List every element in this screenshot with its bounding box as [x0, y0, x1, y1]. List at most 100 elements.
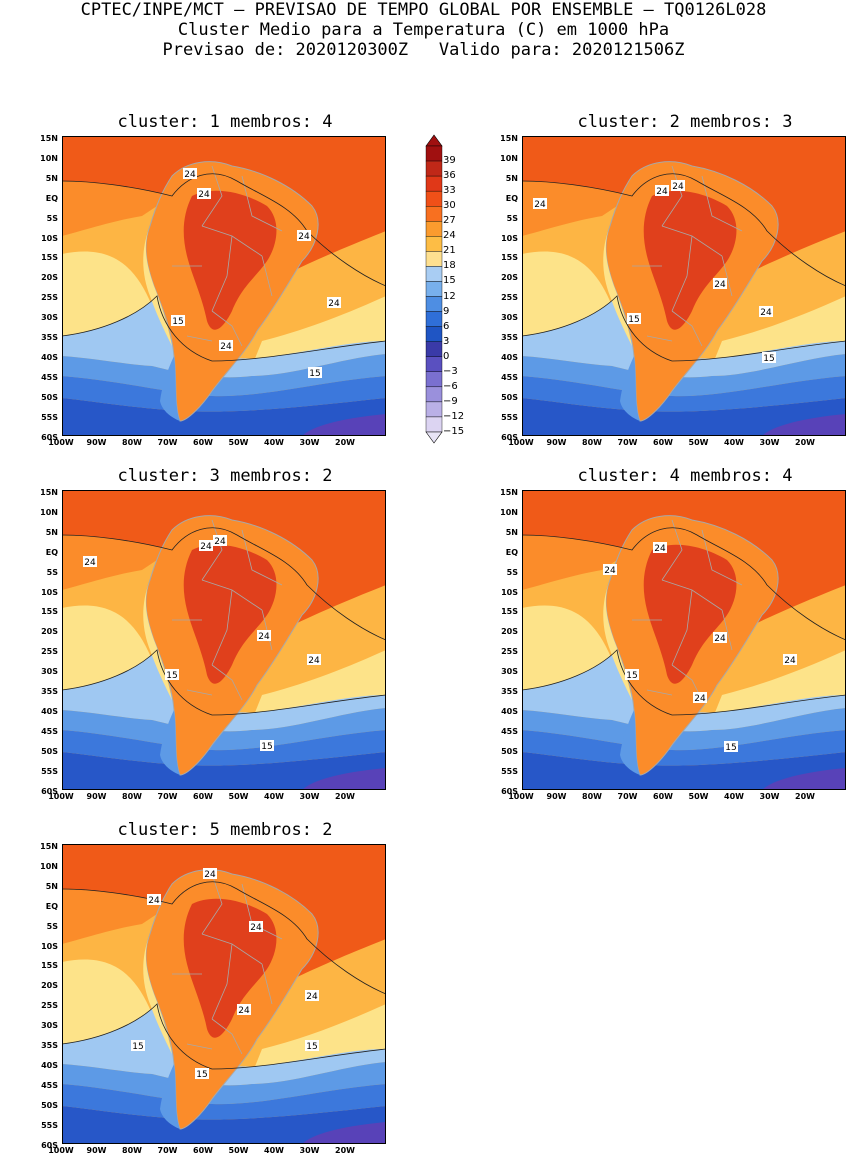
colorbar-swatch	[425, 160, 443, 177]
svg-text:15: 15	[306, 1042, 317, 1052]
header-line-2: Cluster Medio para a Temperatura (C) em …	[177, 20, 670, 40]
colorbar-label: −3	[443, 365, 458, 377]
contour-label: 15	[305, 1040, 319, 1052]
longitude-tick-label: 70W	[157, 438, 178, 447]
longitude-tick-label: 80W	[122, 438, 142, 447]
band-mid-atlantic	[252, 650, 386, 720]
colorbar-swatch	[425, 371, 443, 388]
contour-label: 15	[625, 669, 639, 681]
svg-text:24: 24	[672, 182, 684, 192]
latitude-tick-label: 5S	[46, 921, 58, 931]
band-mid-atlantic	[252, 296, 386, 366]
latitude-tick-label: 45S	[501, 372, 518, 382]
colorbar-swatch	[425, 386, 443, 403]
longitude-tick-label: 30W	[759, 438, 780, 447]
svg-text:24: 24	[534, 200, 546, 210]
contour-label: 24	[533, 198, 547, 210]
contour-label: 24	[219, 340, 233, 352]
longitude-tick-label: 30W	[299, 792, 320, 801]
latitude-tick-label: 10S	[41, 233, 58, 243]
latitude-tick-label: 5S	[506, 567, 518, 577]
border-line	[211, 235, 233, 312]
longitude-tick-label: 70W	[617, 438, 638, 447]
contour-label: 15	[195, 1068, 209, 1080]
longitude-tick-label: 40W	[264, 1146, 284, 1155]
latitude-tick-label: 15N	[40, 488, 58, 497]
latitude-tick-label: 35S	[41, 1041, 58, 1050]
border-line	[241, 529, 283, 586]
latitude-tick-label: 50S	[501, 746, 518, 756]
contour-label: 24	[653, 542, 667, 554]
latitude-tick-label: 55S	[41, 412, 58, 422]
latitude-tick-label: 5N	[45, 173, 58, 183]
temperature-map: 24 24 24 24 24 15 15 15	[62, 844, 386, 1144]
longitude-tick-label: 100W	[48, 792, 74, 801]
colorbar-label: 33	[443, 185, 456, 197]
latitude-tick-label: 10N	[40, 153, 58, 163]
border-line	[211, 589, 233, 666]
svg-text:24: 24	[220, 342, 232, 352]
latitude-tick-label: 50S	[41, 392, 58, 402]
svg-text:24: 24	[250, 923, 262, 933]
border-line	[186, 689, 213, 696]
border-line	[201, 519, 223, 581]
svg-text:24: 24	[654, 544, 666, 554]
latitude-tick-label: 15S	[501, 607, 518, 617]
border-line	[186, 1043, 213, 1050]
contour-label: 15	[131, 1040, 145, 1052]
longitude-tick-label: 40W	[724, 792, 744, 801]
colorbar-label: −9	[443, 395, 458, 407]
band-cold	[62, 752, 386, 790]
latitude-tick-label: 25S	[41, 293, 58, 303]
contour-label: 24	[693, 692, 707, 704]
latitude-tick-label: 60S	[501, 432, 518, 442]
latitude-tick-label: 55S	[501, 766, 518, 776]
contour-label: 24	[759, 306, 773, 318]
border-line	[261, 963, 273, 1005]
colorbar-label: 3	[443, 335, 450, 347]
longitude-tick-label: 100W	[48, 1146, 74, 1155]
band-tropic	[62, 535, 172, 590]
longitude-tick-label: 90W	[546, 438, 567, 447]
contour-label: 24	[197, 188, 211, 200]
longitude-tick-label: 30W	[759, 792, 780, 801]
latitude-tick-label: 25S	[41, 647, 58, 657]
band-cool-1	[62, 650, 386, 732]
longitude-tick-label: 40W	[264, 438, 284, 447]
figure-header: CPTEC/INPE/MCT – PREVISAO DE TEMPO GLOBA…	[0, 0, 847, 60]
longitude-tick-label: 60W	[193, 792, 213, 801]
latitude-tick-label: 60S	[41, 1140, 58, 1150]
latitude-tick-label: 30S	[41, 667, 58, 677]
latitude-tick-label: 45S	[41, 372, 58, 382]
border-line	[646, 689, 673, 696]
colorbar-swatch	[425, 341, 443, 357]
longitude-tick-label: 80W	[582, 438, 602, 447]
colorbar-label: −6	[443, 380, 458, 392]
svg-text:24: 24	[214, 537, 226, 547]
contour-label: 15	[308, 367, 322, 379]
latitude-tick-label: 60S	[41, 786, 58, 796]
band-cool-3	[62, 376, 386, 412]
border-line	[211, 943, 233, 1020]
svg-text:24: 24	[184, 170, 196, 180]
colorbar-swatch	[425, 206, 443, 222]
contour-label: 24	[147, 894, 161, 906]
border-line	[701, 175, 743, 232]
contour-15-line	[522, 295, 846, 362]
colorbar-swatches	[425, 134, 443, 444]
latitude-tick-label: EQ	[505, 547, 518, 557]
svg-text:15: 15	[261, 742, 272, 752]
latitude-tick-label: 30S	[41, 313, 58, 323]
border-line	[661, 165, 683, 227]
header-line-3: Previsao de: 2020120300Z Valido para: 20…	[162, 40, 685, 60]
svg-text:15: 15	[309, 369, 320, 379]
contour-label: 15	[724, 741, 738, 753]
andes-cool-strip	[143, 226, 172, 346]
colorbar-label: 24	[443, 230, 456, 242]
colorbar-swatch	[425, 296, 443, 312]
longitude-tick-label: 20W	[795, 438, 815, 447]
colorbar-top-arrow	[425, 134, 443, 147]
